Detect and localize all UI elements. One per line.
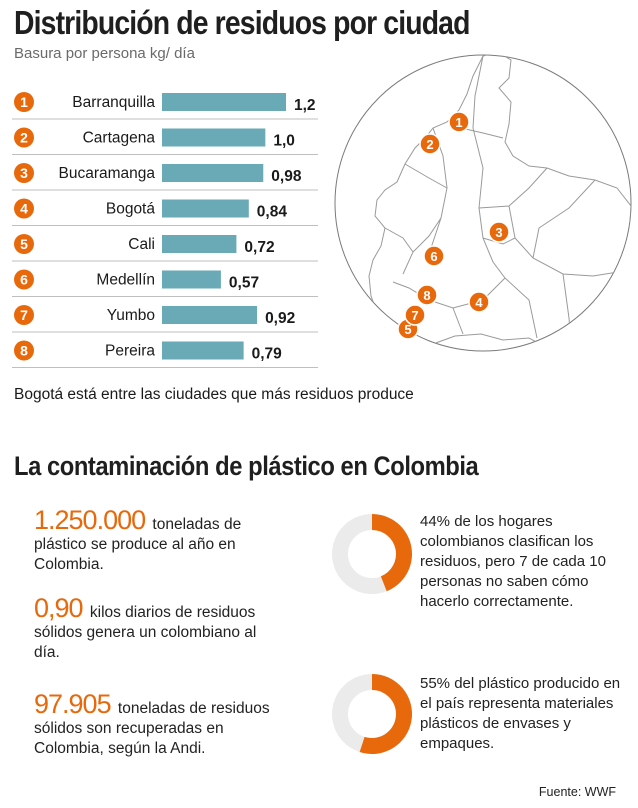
- donut-caption: de los hogares colombianos clasifican lo…: [420, 513, 606, 610]
- rank-marker: [14, 234, 34, 254]
- map-marker: [448, 111, 470, 133]
- category-label: Bucaramanga: [58, 165, 155, 182]
- map-marker: [404, 304, 426, 326]
- rank-number: 3: [20, 165, 28, 181]
- map-marker-label: 2: [426, 137, 433, 152]
- map-marker-label: 8: [423, 288, 430, 303]
- category-label: Yumbo: [107, 307, 155, 324]
- map-circle-frame: [334, 54, 632, 352]
- bar: [162, 199, 249, 218]
- rank-number: 4: [20, 201, 28, 217]
- map-marker-label: 3: [495, 225, 502, 240]
- value-label: 0,84: [257, 204, 288, 221]
- bar: [162, 235, 237, 253]
- value-label: 0,72: [244, 239, 274, 256]
- donut-chart-plastic-packaging: [332, 674, 412, 754]
- category-label: Cali: [128, 236, 155, 253]
- section-title: La contaminación de plástico en Colombia: [14, 451, 479, 481]
- rank-marker: [14, 305, 34, 325]
- category-label: Barranquilla: [72, 94, 155, 111]
- bar: [162, 128, 266, 147]
- donut-caption: del plástico producido en el país repres…: [420, 675, 621, 752]
- rank-marker: [14, 198, 34, 219]
- donut-chart-households: [332, 514, 412, 594]
- rank-number: 1: [20, 94, 28, 110]
- donut-percent: 55%: [420, 675, 451, 692]
- category-label: Bogotá: [106, 201, 156, 218]
- stat-value: 97.905: [34, 689, 112, 719]
- rank-number: 7: [20, 307, 28, 323]
- map-marker: [416, 284, 438, 306]
- bar: [162, 164, 264, 182]
- rank-number: 8: [20, 343, 28, 359]
- value-label: 1,0: [273, 133, 295, 150]
- map-marker: [468, 291, 490, 313]
- value-label: 0,57: [229, 275, 259, 292]
- map-marker: [419, 133, 441, 155]
- rank-number: 6: [20, 272, 28, 288]
- category-label: Pereira: [105, 343, 155, 360]
- rank-marker: [14, 163, 34, 183]
- map-marker-label: 4: [475, 295, 483, 310]
- donut-slice: [372, 514, 412, 592]
- donut-percent: 44%: [420, 513, 451, 530]
- stat-text: kilos diarios de residuos sólidos genera…: [34, 604, 257, 661]
- category-label: Cartagena: [83, 130, 156, 147]
- rank-marker: [14, 269, 34, 290]
- value-label: 0,79: [252, 346, 283, 363]
- bar: [162, 306, 258, 324]
- stat-value: 0,90: [34, 593, 84, 623]
- department-borders: [384, 55, 631, 351]
- stat-text: toneladas de plástico se produce al año …: [34, 516, 242, 573]
- map-marker: [423, 245, 445, 267]
- rank-number: 2: [20, 130, 28, 146]
- rank-marker: [14, 92, 34, 112]
- donut-text-households: 44% de los hogares colombianos clasifica…: [420, 512, 625, 612]
- bar: [162, 341, 244, 360]
- bar-chart: 1 Barranquilla 1,2 2 Cartagena 1,0 3 Bucaramang…: [12, 92, 318, 368]
- rank-marker: [14, 340, 34, 361]
- colombia-outline: [368, 55, 631, 351]
- stat-plastic-tons: 1.250.000 toneladas de plástico se produ…: [34, 507, 274, 575]
- donut-text-packaging: 55% del plástico producido en el país re…: [420, 674, 625, 754]
- donut-slice: [359, 674, 412, 754]
- category-label: Medellín: [96, 272, 155, 289]
- stat-value: 1.250.000: [34, 505, 146, 535]
- stat-text: toneladas de residuos sólidos son recupe…: [34, 700, 270, 757]
- map-marker-label: 5: [404, 322, 411, 337]
- value-label: 0,92: [265, 310, 295, 327]
- value-label: 0,98: [271, 168, 302, 185]
- rank-marker: [14, 127, 34, 148]
- page-title: Distribución de residuos por ciudad: [14, 4, 470, 41]
- chart-subtitle: Basura por persona kg/ día: [14, 45, 195, 62]
- stat-kilos-daily: 0,90 kilos diarios de residuos sólidos g…: [34, 595, 274, 663]
- map-marker: [488, 221, 510, 243]
- rank-number: 5: [20, 236, 28, 252]
- value-label: 1,2: [294, 97, 316, 114]
- source-credit: Fuente: WWF: [538, 785, 616, 799]
- map-marker-label: 6: [430, 249, 437, 264]
- chart-note: Bogotá está entre las ciudades que más r…: [14, 386, 414, 403]
- stat-recovered-tons: 97.905 toneladas de residuos sólidos son…: [34, 691, 274, 759]
- bar: [162, 270, 221, 289]
- map-marker-label: 1: [455, 115, 462, 130]
- bar: [162, 93, 286, 111]
- map-marker-label: 7: [411, 308, 418, 323]
